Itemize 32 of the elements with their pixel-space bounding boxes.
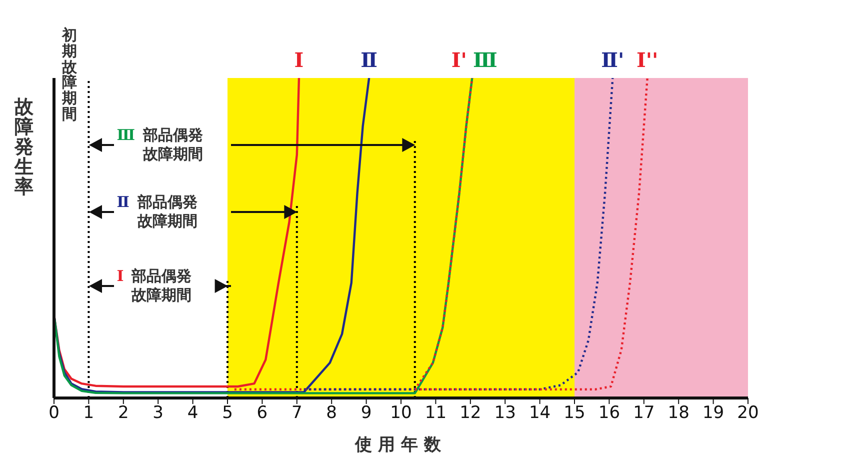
x-tick-label: 2 — [118, 403, 129, 424]
x-tick-label: 8 — [326, 403, 338, 424]
x-tick-label: 16 — [598, 403, 620, 424]
annotation: Ⅱ 部品偶発故障期間 — [116, 193, 198, 232]
x-tick-label: 10 — [390, 403, 412, 424]
annotation: Ⅲ 部品偶発故障期間 — [116, 126, 203, 164]
series-label: Ⅲ — [472, 48, 498, 72]
series-label: Ⅰ — [293, 48, 305, 72]
x-tick-label: 15 — [564, 403, 586, 424]
x-tick-label: 17 — [633, 403, 655, 424]
x-tick-label: 4 — [187, 403, 198, 424]
series-label: Ⅱ — [360, 48, 378, 72]
x-tick-label: 13 — [494, 403, 516, 424]
x-tick-label: 3 — [152, 403, 164, 424]
x-tick-label: 14 — [528, 403, 551, 424]
series-label: Ⅰ' — [451, 48, 467, 72]
ref-line-label: 初期故障期間 — [60, 26, 78, 123]
x-tick-label: 11 — [424, 403, 447, 424]
x-tick-label: 5 — [222, 403, 233, 424]
x-tick-label: 6 — [256, 403, 268, 424]
x-axis-title: 使用年数 — [354, 435, 447, 455]
x-tick-label: 0 — [48, 403, 60, 424]
x-tick-label: 7 — [291, 403, 302, 424]
series-label: Ⅱ' — [600, 48, 626, 72]
x-tick-label: 19 — [702, 403, 724, 424]
series-label: Ⅰ'' — [636, 48, 660, 72]
x-tick-label: 20 — [737, 403, 759, 424]
x-tick-label: 18 — [668, 403, 690, 424]
x-tick-label: 1 — [83, 403, 94, 424]
x-tick-label: 9 — [360, 403, 372, 424]
x-tick-label: 12 — [460, 403, 482, 424]
y-axis-title: 故障発生率 — [13, 96, 34, 198]
